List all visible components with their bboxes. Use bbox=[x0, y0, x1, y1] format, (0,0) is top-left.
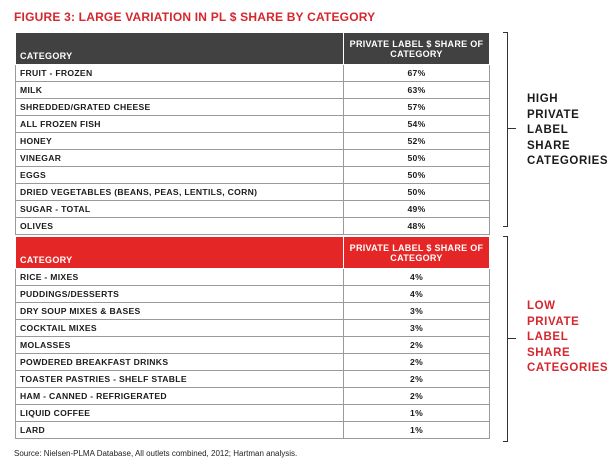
table-row: VINEGAR 50% bbox=[15, 149, 490, 167]
category-header: CATEGORY bbox=[15, 236, 344, 269]
table-row: OLIVES 48% bbox=[15, 217, 490, 235]
low-share-table: CATEGORY PRIVATE LABEL $ SHARE OF CATEGO… bbox=[15, 236, 490, 439]
low-group-bracket bbox=[503, 236, 508, 442]
group-label-line: HIGH bbox=[527, 93, 559, 105]
group-label-line: CATEGORIES bbox=[527, 362, 609, 374]
category-cell: OLIVES bbox=[15, 217, 344, 235]
share-cell: 63% bbox=[343, 81, 490, 99]
group-label-line: LABEL bbox=[527, 124, 569, 136]
share-cell: 49% bbox=[343, 200, 490, 218]
category-cell: EGGS bbox=[15, 166, 344, 184]
category-cell: SHREDDED/GRATED CHEESE bbox=[15, 98, 344, 116]
category-cell: PUDDINGS/DESSERTS bbox=[15, 285, 344, 303]
category-cell: SUGAR - TOTAL bbox=[15, 200, 344, 218]
group-label-line: PRIVATE bbox=[527, 108, 580, 121]
share-cell: 4% bbox=[343, 268, 490, 286]
category-cell: COCKTAIL MIXES bbox=[15, 319, 344, 337]
table-row: RICE - MIXES 4% bbox=[15, 268, 490, 286]
share-cell: 67% bbox=[343, 64, 490, 82]
category-cell: VINEGAR bbox=[15, 149, 344, 167]
table-row: TOASTER PASTRIES - SHELF STABLE 2% bbox=[15, 370, 490, 388]
share-cell: 57% bbox=[343, 98, 490, 116]
share-cell: 1% bbox=[343, 421, 490, 439]
group-label-line: PRIVATE bbox=[527, 315, 580, 328]
category-cell: MOLASSES bbox=[15, 336, 344, 354]
table-row: PUDDINGS/DESSERTS 4% bbox=[15, 285, 490, 303]
share-cell: 54% bbox=[343, 115, 490, 133]
category-cell: FRUIT - FROZEN bbox=[15, 64, 344, 82]
table-row: EGGS 50% bbox=[15, 166, 490, 184]
group-label-line: CATEGORIES bbox=[527, 155, 609, 167]
source-note: Source: Nielsen-PLMA Database, All outle… bbox=[14, 449, 298, 458]
category-cell: MILK bbox=[15, 81, 344, 99]
table-row: HAM - CANNED - REFRIGERATED 2% bbox=[15, 387, 490, 405]
group-label-line: LABEL bbox=[527, 331, 569, 343]
share-cell: 2% bbox=[343, 387, 490, 405]
table-row: HONEY 52% bbox=[15, 132, 490, 150]
share-cell: 2% bbox=[343, 353, 490, 371]
share-cell: 3% bbox=[343, 319, 490, 337]
table-row: LIQUID COFFEE 1% bbox=[15, 404, 490, 422]
high-group-bracket bbox=[503, 32, 508, 227]
group-label-line: LOW bbox=[527, 300, 556, 312]
figure-title: FIGURE 3: LARGE VARIATION IN PL $ SHARE … bbox=[14, 10, 376, 24]
group-label-line: SHARE bbox=[527, 346, 571, 359]
category-cell: POWDERED BREAKFAST DRINKS bbox=[15, 353, 344, 371]
share-cell: 2% bbox=[343, 336, 490, 354]
share-cell: 1% bbox=[343, 404, 490, 422]
category-cell: HAM - CANNED - REFRIGERATED bbox=[15, 387, 344, 405]
share-cell: 52% bbox=[343, 132, 490, 150]
share-cell: 2% bbox=[343, 370, 490, 388]
share-cell: 50% bbox=[343, 149, 490, 167]
table-row: ALL FROZEN FISH 54% bbox=[15, 115, 490, 133]
table-row: LARD 1% bbox=[15, 421, 490, 439]
share-header: PRIVATE LABEL $ SHARE OF CATEGORY bbox=[343, 32, 490, 65]
category-cell: DRIED VEGETABLES (BEANS, PEAS, LENTILS, … bbox=[15, 183, 344, 201]
share-cell: 48% bbox=[343, 217, 490, 235]
table-row: MOLASSES 2% bbox=[15, 336, 490, 354]
low-group-label: LOW PRIVATE LABEL SHARE CATEGORIES bbox=[527, 299, 608, 377]
table-row: DRY SOUP MIXES & BASES 3% bbox=[15, 302, 490, 320]
share-cell: 4% bbox=[343, 285, 490, 303]
table-row: SHREDDED/GRATED CHEESE 57% bbox=[15, 98, 490, 116]
low-bracket-tick bbox=[508, 338, 516, 339]
category-cell: LIQUID COFFEE bbox=[15, 404, 344, 422]
share-header: PRIVATE LABEL $ SHARE OF CATEGORY bbox=[343, 236, 490, 269]
table-row: FRUIT - FROZEN 67% bbox=[15, 64, 490, 82]
share-cell: 3% bbox=[343, 302, 490, 320]
category-cell: ALL FROZEN FISH bbox=[15, 115, 344, 133]
high-group-label: HIGH PRIVATE LABEL SHARE CATEGORIES bbox=[527, 92, 608, 170]
table-row: COCKTAIL MIXES 3% bbox=[15, 319, 490, 337]
category-cell: RICE - MIXES bbox=[15, 268, 344, 286]
table-row: POWDERED BREAKFAST DRINKS 2% bbox=[15, 353, 490, 371]
category-header: CATEGORY bbox=[15, 32, 344, 65]
share-cell: 50% bbox=[343, 166, 490, 184]
category-cell: LARD bbox=[15, 421, 344, 439]
category-cell: HONEY bbox=[15, 132, 344, 150]
table-row: MILK 63% bbox=[15, 81, 490, 99]
table-row: DRIED VEGETABLES (BEANS, PEAS, LENTILS, … bbox=[15, 183, 490, 201]
high-share-table: CATEGORY PRIVATE LABEL $ SHARE OF CATEGO… bbox=[15, 32, 490, 235]
share-cell: 50% bbox=[343, 183, 490, 201]
table-row: SUGAR - TOTAL 49% bbox=[15, 200, 490, 218]
group-label-line: SHARE bbox=[527, 139, 571, 152]
category-cell: DRY SOUP MIXES & BASES bbox=[15, 302, 344, 320]
high-bracket-tick bbox=[508, 128, 516, 129]
category-cell: TOASTER PASTRIES - SHELF STABLE bbox=[15, 370, 344, 388]
